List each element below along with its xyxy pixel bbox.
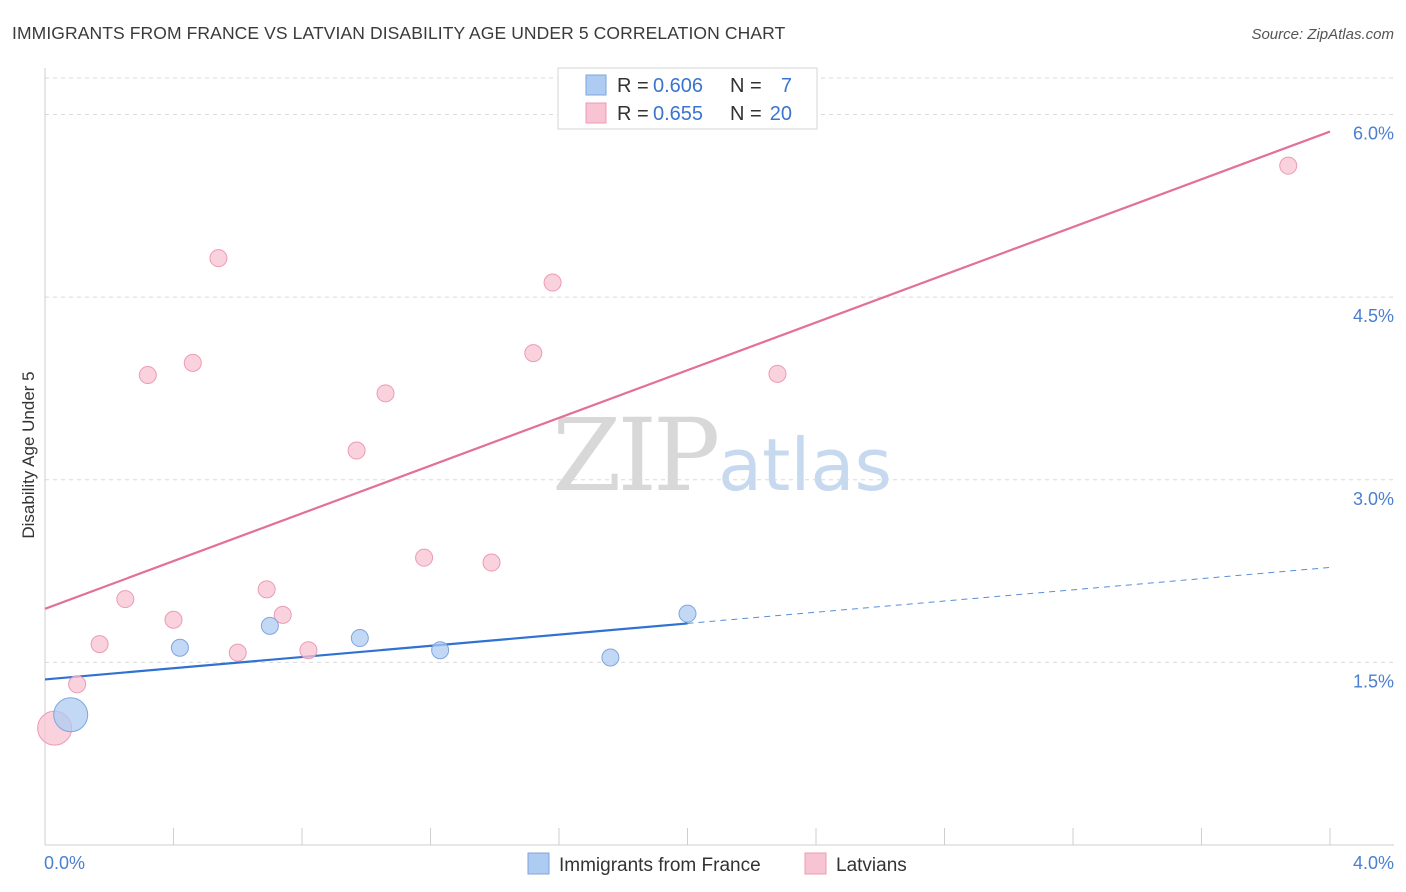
data-point-series-1 <box>170 638 189 657</box>
bottom-legend-label-series-2: Latvians <box>836 855 907 876</box>
bottom-legend-swatch-series-1 <box>527 852 550 875</box>
legend-n-value: 7 <box>781 75 792 97</box>
data-point-series-2 <box>543 273 562 292</box>
watermark-zip: ZIP <box>552 397 717 514</box>
data-point-series-2 <box>228 643 247 662</box>
legend: R = 0.606 N = 7 R = 0.655 N = 20 <box>557 67 818 130</box>
data-point-series-2 <box>68 675 87 694</box>
data-point-series-2 <box>273 605 292 624</box>
legend-r-value: 0.606 <box>653 75 703 97</box>
data-point-series-2 <box>524 344 543 363</box>
y-tick-label: 1.5% <box>1353 671 1394 691</box>
data-point-series-2 <box>138 366 157 385</box>
data-point-series-1 <box>350 629 369 648</box>
data-point-series-2 <box>347 441 366 460</box>
data-point-series-2 <box>90 635 109 654</box>
y-tick-label: 6.0% <box>1353 124 1394 144</box>
data-point-series-1 <box>431 641 450 660</box>
legend-swatch-series-1 <box>585 74 607 96</box>
data-point-series-2 <box>299 641 318 660</box>
chart-title: IMMIGRANTS FROM FRANCE VS LATVIAN DISABI… <box>12 23 786 43</box>
data-point-series-2 <box>482 553 501 572</box>
x-tick-label-max: 4.0% <box>1353 853 1394 873</box>
data-point-series-1 <box>601 648 620 667</box>
data-point-series-2 <box>415 548 434 567</box>
y-tick-label: 3.0% <box>1353 489 1394 509</box>
data-points <box>37 156 1298 746</box>
chart-source: Source: ZipAtlas.com <box>1251 26 1394 43</box>
data-point-series-1 <box>678 604 697 623</box>
watermark-atlas: atlas <box>718 423 892 507</box>
data-point-series-2 <box>183 353 202 372</box>
data-point-series-2 <box>209 249 228 268</box>
trend-line-extension-series-1 <box>687 566 1331 624</box>
data-point-series-2 <box>768 364 787 383</box>
y-tick-labels: 1.5% 3.0% 4.5% 6.0% <box>1353 124 1394 692</box>
bottom-legend-label-series-1: Immigrants from France <box>559 855 761 876</box>
data-point-series-2 <box>164 610 183 629</box>
data-point-series-2 <box>116 590 135 609</box>
trend-line-series-1 <box>44 622 688 681</box>
x-tick-label-min: 0.0% <box>44 853 85 873</box>
legend-r-value: 0.655 <box>653 103 703 125</box>
legend-n-value: 20 <box>770 103 792 125</box>
y-tick-label: 4.5% <box>1353 306 1394 326</box>
legend-swatch-series-2 <box>585 102 607 124</box>
data-point-series-2 <box>1279 156 1298 175</box>
watermark: ZIP atlas <box>552 397 892 514</box>
legend-r-label: R = <box>617 75 649 97</box>
data-point-series-1 <box>260 616 279 635</box>
trend-lines <box>44 130 1331 681</box>
legend-r-label: R = <box>617 103 649 125</box>
data-point-series-2 <box>257 580 276 599</box>
y-axis-label: Disability Age Under 5 <box>19 371 38 538</box>
trend-line-series-2 <box>44 130 1331 610</box>
data-point-series-2 <box>376 384 395 403</box>
legend-n-label: N = <box>730 103 762 125</box>
x-tick-labels: 0.0% 4.0% <box>44 853 1394 873</box>
bottom-legend-swatch-series-2 <box>804 852 827 875</box>
legend-n-label: N = <box>730 75 762 97</box>
gridlines <box>45 77 1394 663</box>
data-point-series-1 <box>53 697 89 733</box>
bottom-legend: Immigrants from France Latvians <box>527 852 907 876</box>
